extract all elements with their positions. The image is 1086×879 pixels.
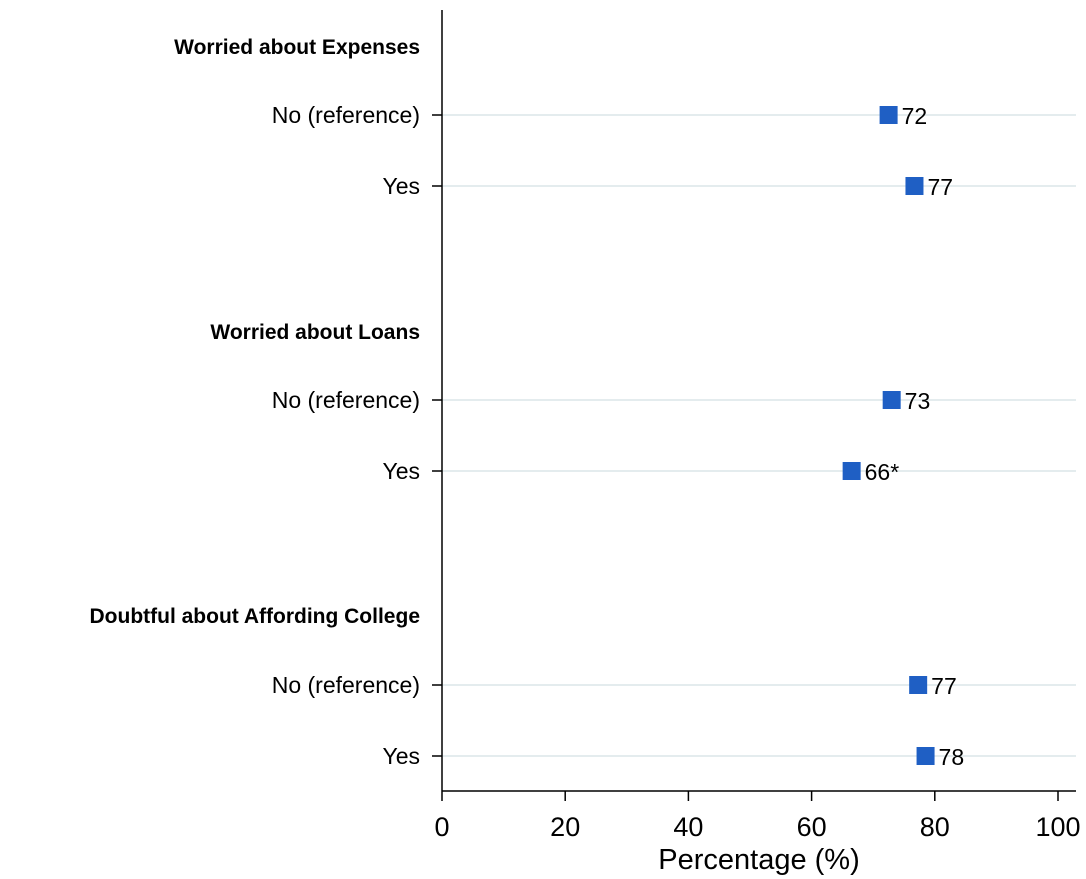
x-tick-label: 0 — [434, 812, 449, 842]
category-label: No (reference) — [272, 672, 420, 698]
x-tick-label: 60 — [797, 812, 827, 842]
category-label: Yes — [382, 173, 420, 199]
data-point-marker — [882, 391, 901, 409]
group-title: Worried about Loans — [210, 321, 420, 344]
category-label: No (reference) — [272, 102, 420, 128]
category-label: Yes — [382, 743, 420, 769]
category-labels: Worried about Expenses No (reference) Yes W… — [90, 36, 421, 769]
data-value-label: 77 — [927, 174, 953, 200]
data-value-label: 66* — [865, 459, 900, 485]
data-value-label: 73 — [905, 388, 931, 414]
x-tick-label: 80 — [920, 812, 950, 842]
x-tick-label: 40 — [673, 812, 703, 842]
x-tick-label: 20 — [550, 812, 580, 842]
data-point-marker — [909, 676, 928, 694]
data-markers: 72 77 73 66* 77 78 — [842, 103, 965, 770]
group-title: Doubtful about Affording College — [90, 605, 421, 628]
data-point-marker — [905, 177, 924, 195]
data-value-label: 72 — [902, 103, 928, 129]
data-point-marker — [879, 106, 898, 124]
x-axis-ticks: 0 20 40 60 80 100 — [432, 114, 1081, 842]
x-axis-title: Percentage (%) — [658, 844, 860, 876]
data-value-label: 77 — [931, 673, 957, 699]
data-value-label: 78 — [939, 744, 965, 770]
data-point-marker — [842, 462, 861, 480]
x-tick-label: 100 — [1035, 812, 1080, 842]
category-label: No (reference) — [272, 387, 420, 413]
data-point-marker — [916, 747, 935, 765]
category-label: Yes — [382, 458, 420, 484]
group-title: Worried about Expenses — [174, 36, 420, 59]
gridlines — [442, 114, 1076, 757]
